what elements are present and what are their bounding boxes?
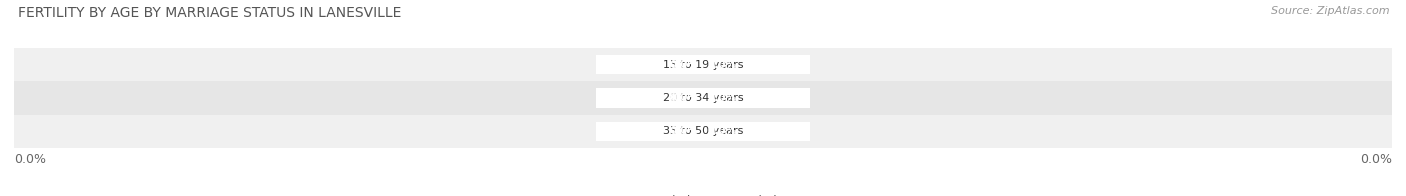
Bar [14,48,1392,81]
Bar [596,88,810,108]
Bar [703,55,741,74]
Bar [596,55,810,74]
Text: Source: ZipAtlas.com: Source: ZipAtlas.com [1271,6,1389,16]
Text: 35 to 50 years: 35 to 50 years [662,126,744,136]
Text: 0.0%: 0.0% [707,93,737,103]
Text: 0.0%: 0.0% [707,60,737,70]
Bar [14,81,1392,115]
Bar [665,55,703,74]
Bar [703,122,741,141]
Text: 0.0%: 0.0% [669,93,699,103]
Bar [596,122,810,141]
Text: 20 to 34 years: 20 to 34 years [662,93,744,103]
Legend: Married, Unmarried: Married, Unmarried [624,190,782,196]
Text: 0.0%: 0.0% [14,153,46,166]
Text: FERTILITY BY AGE BY MARRIAGE STATUS IN LANESVILLE: FERTILITY BY AGE BY MARRIAGE STATUS IN L… [18,6,402,20]
Bar [665,88,703,108]
Bar [703,88,741,108]
Text: 0.0%: 0.0% [669,60,699,70]
Text: 15 to 19 years: 15 to 19 years [662,60,744,70]
Text: 0.0%: 0.0% [669,126,699,136]
Bar [665,122,703,141]
Bar [14,115,1392,148]
Text: 0.0%: 0.0% [1360,153,1392,166]
Text: 0.0%: 0.0% [707,126,737,136]
